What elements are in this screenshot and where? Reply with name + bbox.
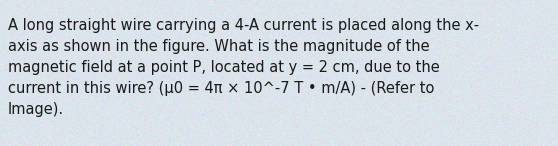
Text: A long straight wire carrying a 4-A current is placed along the x-
axis as shown: A long straight wire carrying a 4-A curr… <box>8 18 479 117</box>
